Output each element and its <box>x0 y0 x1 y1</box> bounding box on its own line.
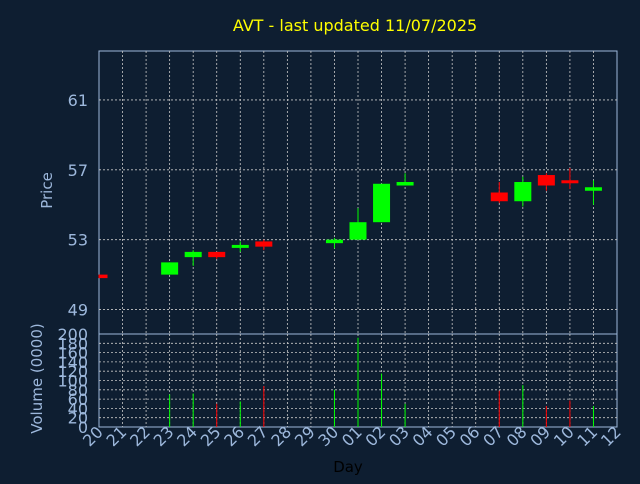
candle-body <box>184 251 202 258</box>
volume-tick-label: 100 <box>57 372 88 391</box>
price-tick-label: 61 <box>68 91 88 110</box>
price-axis-label: Price <box>38 172 56 209</box>
price-tick-label: 49 <box>68 301 88 320</box>
candle-body <box>208 251 226 258</box>
volume-tick-label: 0 <box>78 418 88 437</box>
candle-body <box>349 222 367 240</box>
volume-tick-label: 40 <box>68 399 88 418</box>
candle-body <box>514 182 532 202</box>
volume-tick-label: 140 <box>57 353 88 372</box>
candle-body <box>537 175 555 186</box>
candle-body <box>490 192 508 202</box>
volume-tick-label: 200 <box>57 325 88 344</box>
volume-tick-label: 60 <box>68 390 88 409</box>
volume-tick-label: 120 <box>57 362 88 381</box>
candle-body <box>584 187 602 191</box>
chart-title: AVT - last updated 11/07/2025 <box>233 16 477 35</box>
x-axis: 2021222324252627282930010203040506070809… <box>79 422 625 476</box>
candle-body <box>396 182 414 186</box>
candle-body <box>325 239 343 244</box>
candle-body <box>231 244 249 248</box>
candle-body <box>373 183 391 223</box>
candle-body <box>255 241 273 247</box>
candle-body <box>561 180 579 184</box>
price-panel: 49 53 57 61 Price <box>38 50 618 335</box>
candle-body <box>161 262 179 275</box>
volume-tick-label: 160 <box>57 344 88 363</box>
candle-body <box>99 274 108 279</box>
price-tick-label: 53 <box>68 231 88 250</box>
volume-tick-label: 180 <box>57 334 88 353</box>
volume-tick-label: 20 <box>68 409 88 428</box>
volume-axis-label: Volume (0000) <box>28 323 46 433</box>
price-tick-label: 57 <box>68 161 88 180</box>
x-axis-label: Day <box>333 458 363 476</box>
volume-tick-label: 80 <box>68 381 88 400</box>
